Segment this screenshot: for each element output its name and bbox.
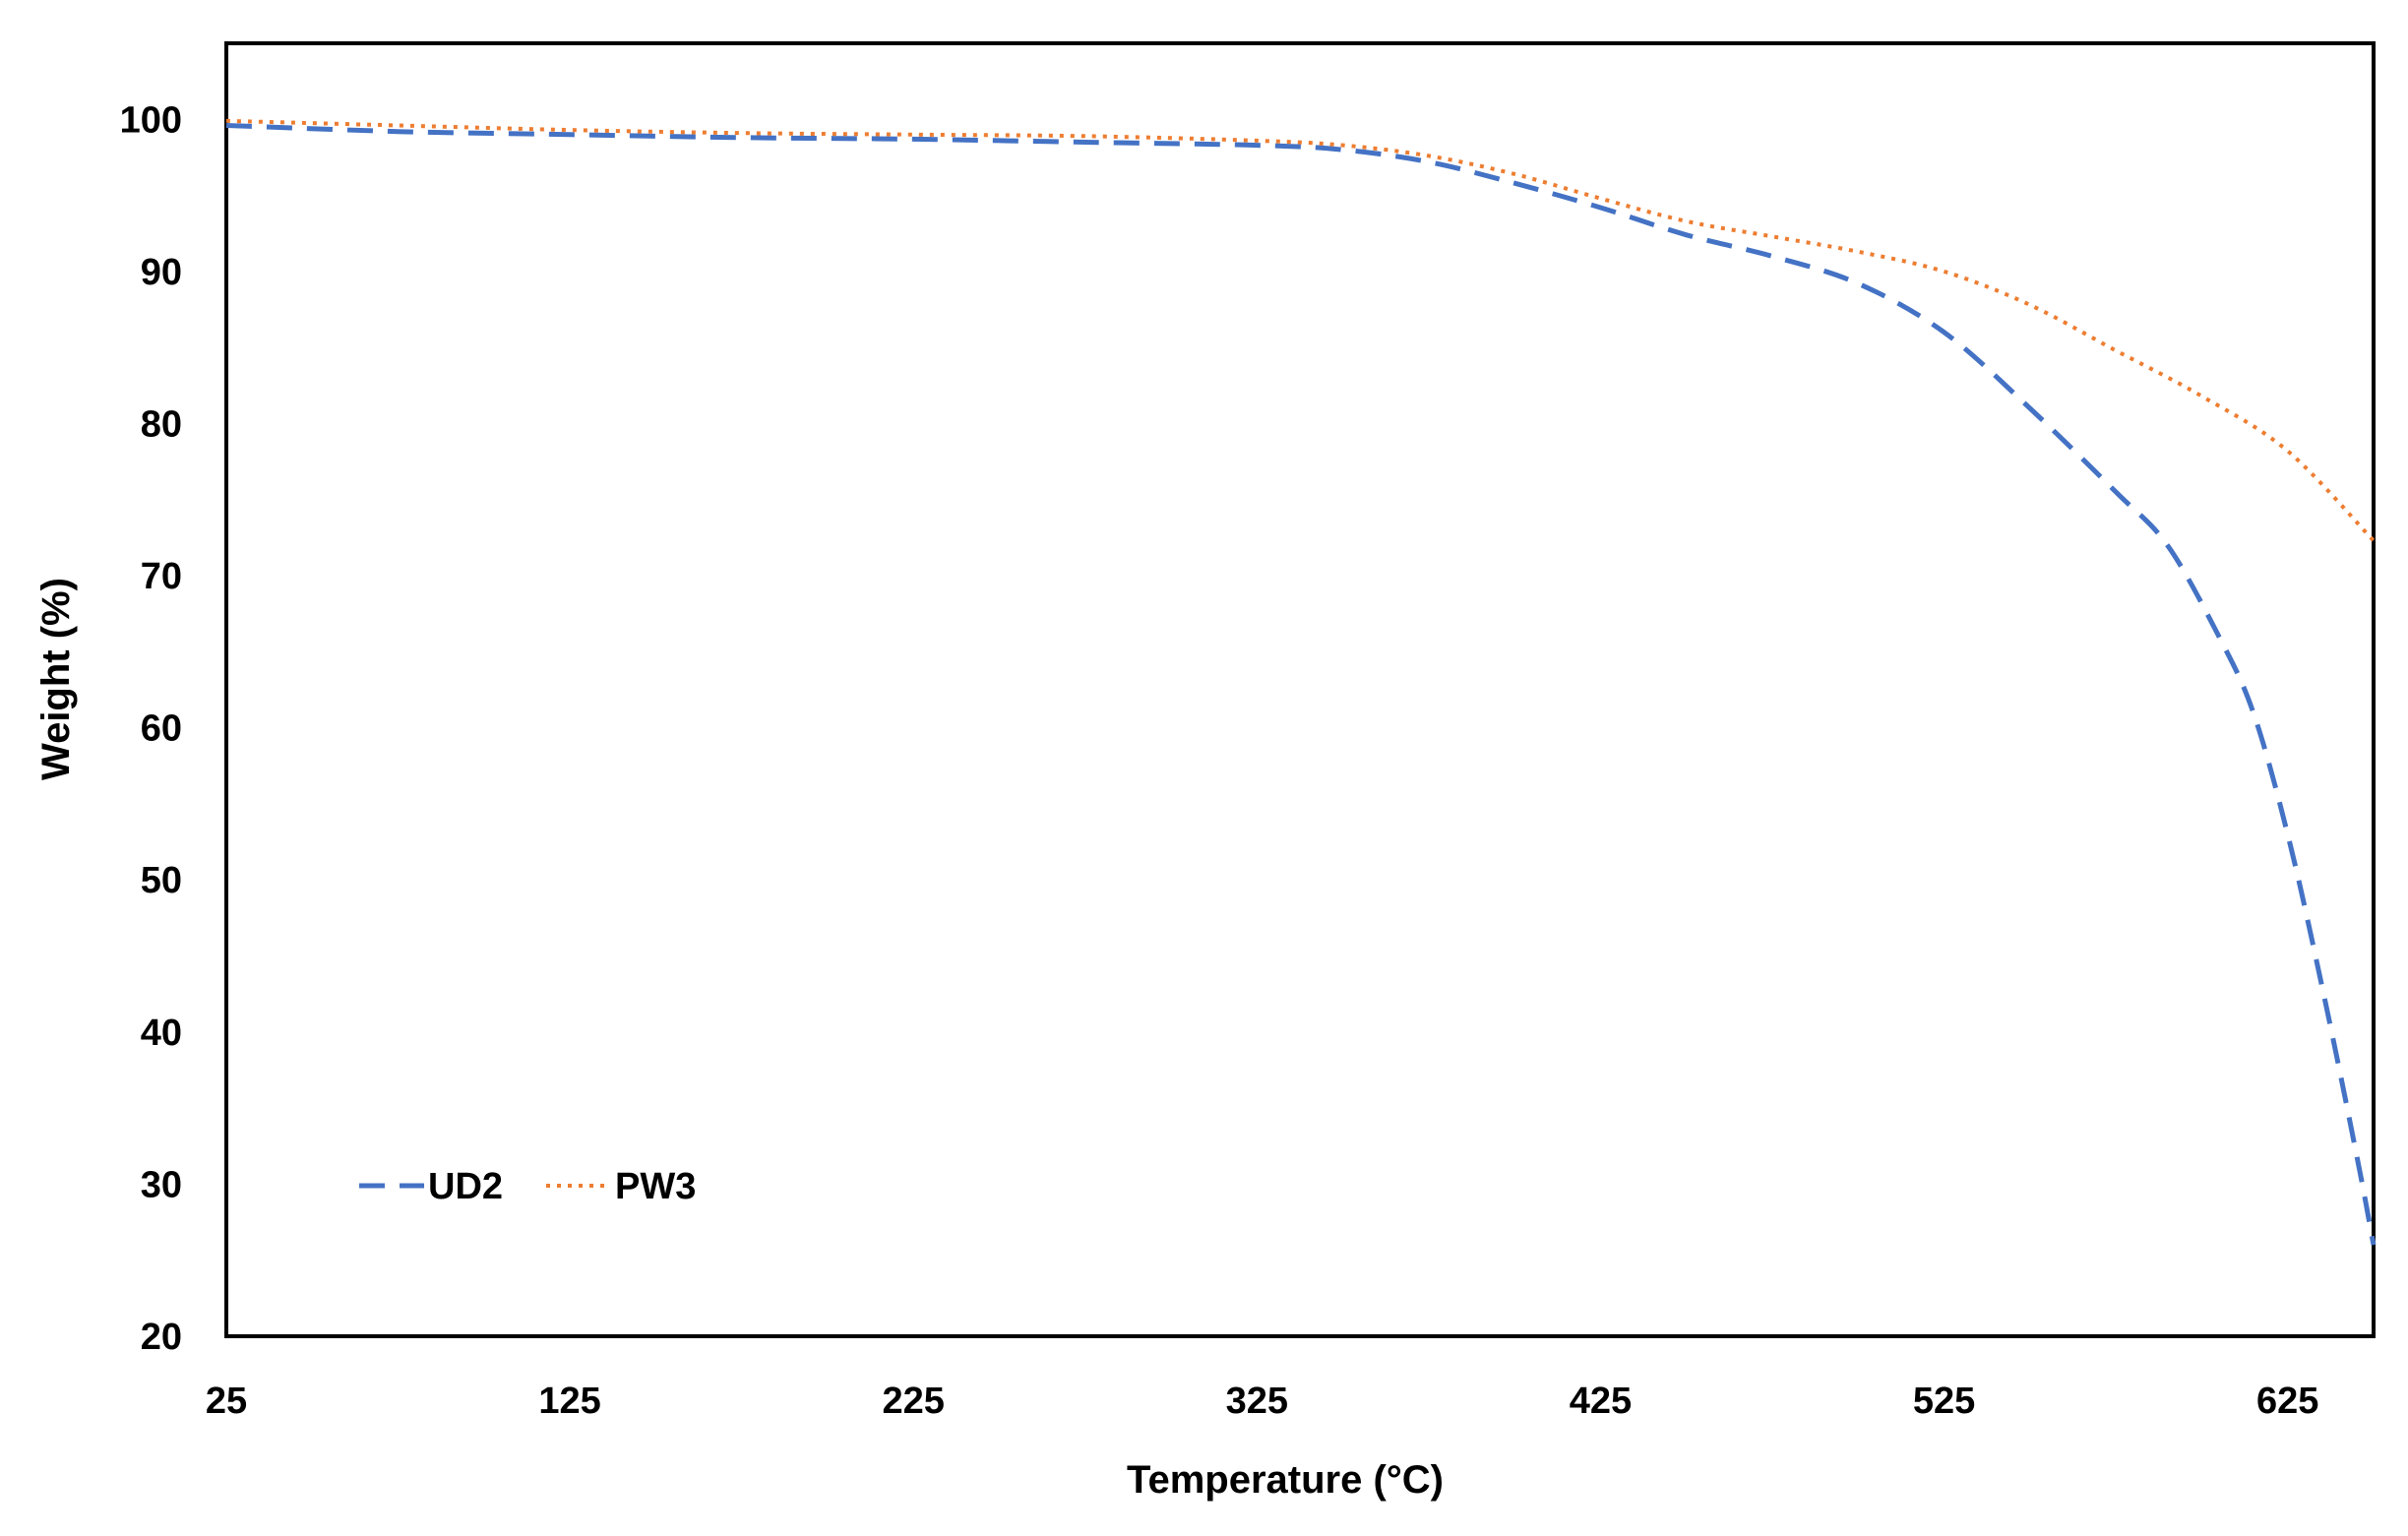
y-tick-label: 30 <box>141 1164 182 1205</box>
y-tick-label: 20 <box>141 1317 182 1358</box>
x-tick-label: 425 <box>1570 1381 1632 1422</box>
y-tick-label: 80 <box>141 403 182 445</box>
legend-label-ud2: UD2 <box>428 1166 503 1207</box>
legend: UD2 PW3 <box>359 1166 696 1207</box>
x-tick-labels: 25 125 225 325 425 525 625 <box>206 1381 2319 1422</box>
x-tick-label: 125 <box>538 1381 600 1422</box>
series-line-pw3 <box>225 118 2376 542</box>
y-tick-label: 40 <box>141 1013 182 1054</box>
y-tick-label: 50 <box>141 860 182 901</box>
y-tick-label: 100 <box>120 99 182 141</box>
y-tick-labels: 20 30 40 50 60 70 80 90 100 <box>120 99 182 1358</box>
series-line-ud2 <box>225 123 2377 1246</box>
x-tick-label: 625 <box>2256 1381 2318 1422</box>
series-layer <box>225 118 2377 1246</box>
x-axis-title: Temperature (°C) <box>1127 1458 1444 1502</box>
plot-frame <box>224 41 2376 1338</box>
y-tick-label: 90 <box>141 252 182 293</box>
x-tick-label: 225 <box>883 1381 945 1422</box>
x-tick-label: 525 <box>1913 1381 1975 1422</box>
y-tick-label: 60 <box>141 708 182 750</box>
x-tick-label: 25 <box>206 1381 247 1422</box>
legend-label-pw3: PW3 <box>615 1166 696 1207</box>
x-tick-label: 325 <box>1226 1381 1288 1422</box>
y-tick-label: 70 <box>141 556 182 597</box>
y-axis-title: Weight (%) <box>34 578 78 780</box>
